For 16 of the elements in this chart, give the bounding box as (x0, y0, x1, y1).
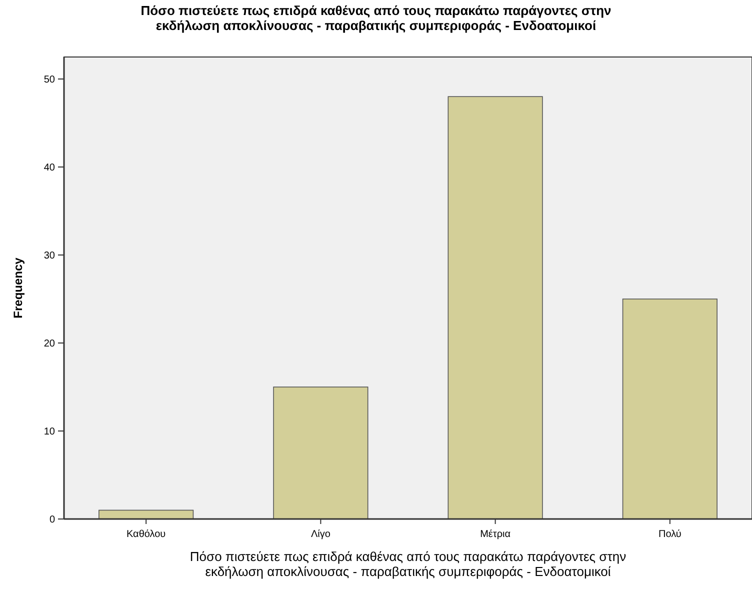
bar (448, 96, 543, 520)
y-axis-title: Frequency (11, 257, 25, 318)
y-tick-label: 0 (49, 514, 56, 526)
x-axis-title: Πόσο πιστεύετε πως επιδρά καθένας από τους παρακάτω παράγοντες στην εκδήλωση αποκλίνουσας - παραβατικής συμπεριφοράς - Ενδοατομικοί (190, 549, 626, 579)
y-tick-label: 50 (44, 74, 56, 86)
chart-title: Πόσο πιστεύετε πως επιδρά καθένας από τους παρακάτω παράγοντες στην εκδήλωση αποκλίνουσας - παραβατικής συμπεριφοράς - Ενδοατομικοί (140, 3, 612, 33)
x-tick-label: Λίγο (310, 529, 331, 540)
bar (273, 386, 368, 520)
x-tick-label: Πολύ (658, 529, 682, 540)
y-tick-label: 40 (44, 162, 56, 174)
bar (622, 298, 718, 520)
y-tick-label: 20 (44, 338, 56, 350)
x-tick-label: Καθόλου (126, 529, 166, 540)
y-tick-label: 10 (44, 426, 56, 438)
x-tick-label: Μέτρια (480, 529, 511, 540)
y-tick-label: 30 (44, 250, 56, 262)
